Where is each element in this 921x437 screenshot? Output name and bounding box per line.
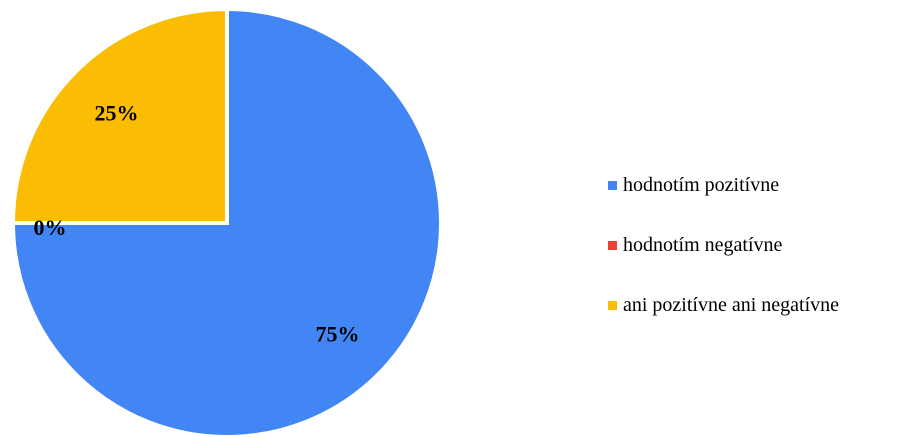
legend-label: hodnotím negatívne [623,233,783,256]
data-label: 0% [34,215,67,240]
legend-swatch [608,300,617,310]
legend-item: hodnotím negatívne [608,230,839,260]
chart-legend: hodnotím pozitívne hodnotím negatívne an… [608,170,839,350]
legend-label: hodnotím pozitívne [623,173,780,196]
data-label: 25% [95,101,139,126]
legend-item: ani pozitívne ani negatívne [608,290,839,320]
pie-slice [10,6,443,437]
pie-slice [10,6,229,225]
legend-item: hodnotím pozitívne [608,170,839,200]
data-label: 75% [315,321,359,346]
legend-swatch [608,180,617,190]
legend-swatch [608,240,617,250]
legend-label: ani pozitívne ani negatívne [623,293,840,316]
